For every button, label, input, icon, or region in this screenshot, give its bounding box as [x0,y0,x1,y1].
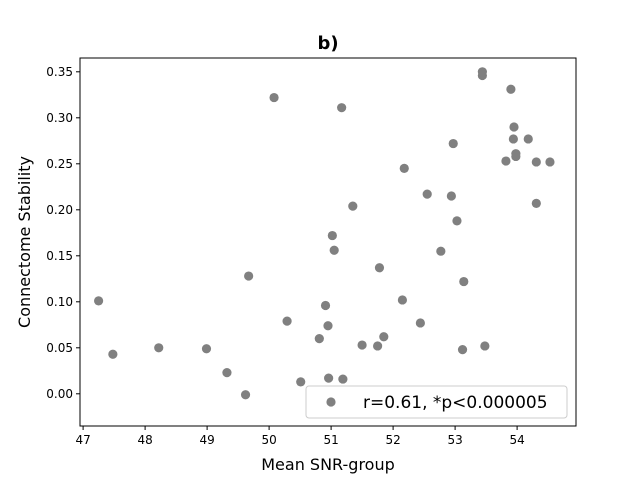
data-point [422,189,432,199]
legend-box [305,385,568,419]
data-point [415,318,425,328]
data-point [545,157,555,167]
data-point [338,374,348,384]
data-point [436,246,446,256]
data-point [452,216,462,226]
data-point [323,321,333,331]
x-tick-label: 52 [385,433,400,447]
data-point [457,345,468,355]
data-point [446,191,456,201]
x-tick-label: 51 [323,433,338,447]
data-point [222,368,232,378]
data-point [240,390,251,400]
legend-label: r=0.61, *p<0.000005 [363,393,548,413]
data-point [337,103,347,113]
data-point [509,122,519,132]
data-point [531,157,541,167]
x-tick-label: 48 [137,433,152,447]
data-point [94,296,104,306]
data-point [511,151,521,162]
y-tick-label: 0.00 [46,387,73,401]
x-tick-label: 49 [199,433,214,447]
data-point [379,332,389,342]
legend-marker [326,397,336,407]
data-point [531,198,541,208]
data-point [348,201,358,211]
y-tick-label: 0.30 [46,111,73,125]
data-point [327,230,337,241]
plot-frame [79,57,577,427]
data-point [373,341,383,351]
data-point [508,134,518,144]
y-tick-label: 0.10 [46,295,73,309]
data-point [324,373,334,383]
data-point [397,295,407,305]
y-tick-label: 0.15 [46,249,73,263]
data-point [201,344,212,354]
data-point [477,70,487,81]
x-axis-label: Mean SNR-group [261,455,395,474]
x-tick-label: 47 [75,433,90,447]
chart-title: b) [317,33,338,54]
y-tick-label: 0.25 [46,157,73,171]
x-tick-label: 53 [447,433,462,447]
data-point [399,163,409,173]
data-point [506,84,516,94]
data-point [523,134,533,144]
y-tick-label: 0.20 [46,203,73,217]
y-tick-label: 0.35 [46,65,73,79]
data-point [320,300,331,311]
data-point [108,349,118,359]
y-tick-label: 0.05 [46,341,73,355]
x-tick-label: 50 [261,433,276,447]
data-point [459,276,469,287]
legend: r=0.61, *p<0.000005 [305,385,568,419]
data-point [480,341,490,351]
data-point [329,245,339,255]
data-point [374,263,385,273]
data-point [269,92,279,103]
plot-area: 47 48 49 50 51 52 53 54 0.00 0.05 0.10 0.15 0.20 0.25… [46,57,577,447]
x-tick-label: 54 [509,433,524,447]
data-point [314,334,324,344]
data-point [244,271,254,281]
data-point [282,316,292,326]
data-point [448,138,458,149]
y-axis-label: Connectome Stability [15,156,34,328]
data-point [296,377,306,387]
data-point [501,156,511,166]
data-point [357,340,367,350]
data-point [154,343,164,353]
